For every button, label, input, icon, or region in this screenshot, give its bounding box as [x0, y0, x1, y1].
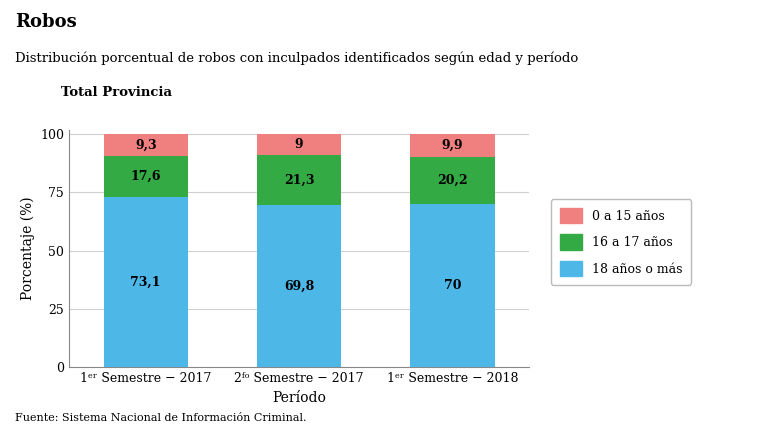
Bar — [104, 156, 188, 197]
Bar — [257, 155, 341, 205]
Bar — [410, 134, 495, 157]
X-axis label: Período: Período — [272, 391, 326, 405]
Bar — [104, 134, 188, 156]
Text: Distribución porcentual de robos con inculpados identificados según edad y perío: Distribución porcentual de robos con inc… — [15, 52, 578, 65]
Y-axis label: Porcentaje (%): Porcentaje (%) — [20, 197, 35, 300]
Legend: 0 a 15 años, 16 a 17 años, 18 años o más: 0 a 15 años, 16 a 17 años, 18 años o más — [551, 199, 691, 285]
Text: Total Provincia: Total Provincia — [61, 86, 173, 99]
Text: Robos: Robos — [15, 13, 77, 31]
Text: 9: 9 — [295, 138, 304, 151]
Text: 9,3: 9,3 — [135, 139, 156, 152]
Bar — [410, 157, 495, 204]
Text: 21,3: 21,3 — [284, 173, 314, 186]
Text: 73,1: 73,1 — [130, 276, 161, 289]
Bar — [104, 197, 188, 367]
Text: 70: 70 — [444, 279, 461, 292]
Text: Fuente: Sistema Nacional de Información Criminal.: Fuente: Sistema Nacional de Información … — [15, 413, 307, 423]
Text: 69,8: 69,8 — [284, 280, 314, 292]
Text: 20,2: 20,2 — [437, 174, 468, 187]
Bar — [410, 204, 495, 367]
Bar — [257, 205, 341, 367]
Text: 9,9: 9,9 — [442, 139, 463, 152]
Text: 17,6: 17,6 — [130, 170, 161, 183]
Bar — [257, 134, 341, 155]
